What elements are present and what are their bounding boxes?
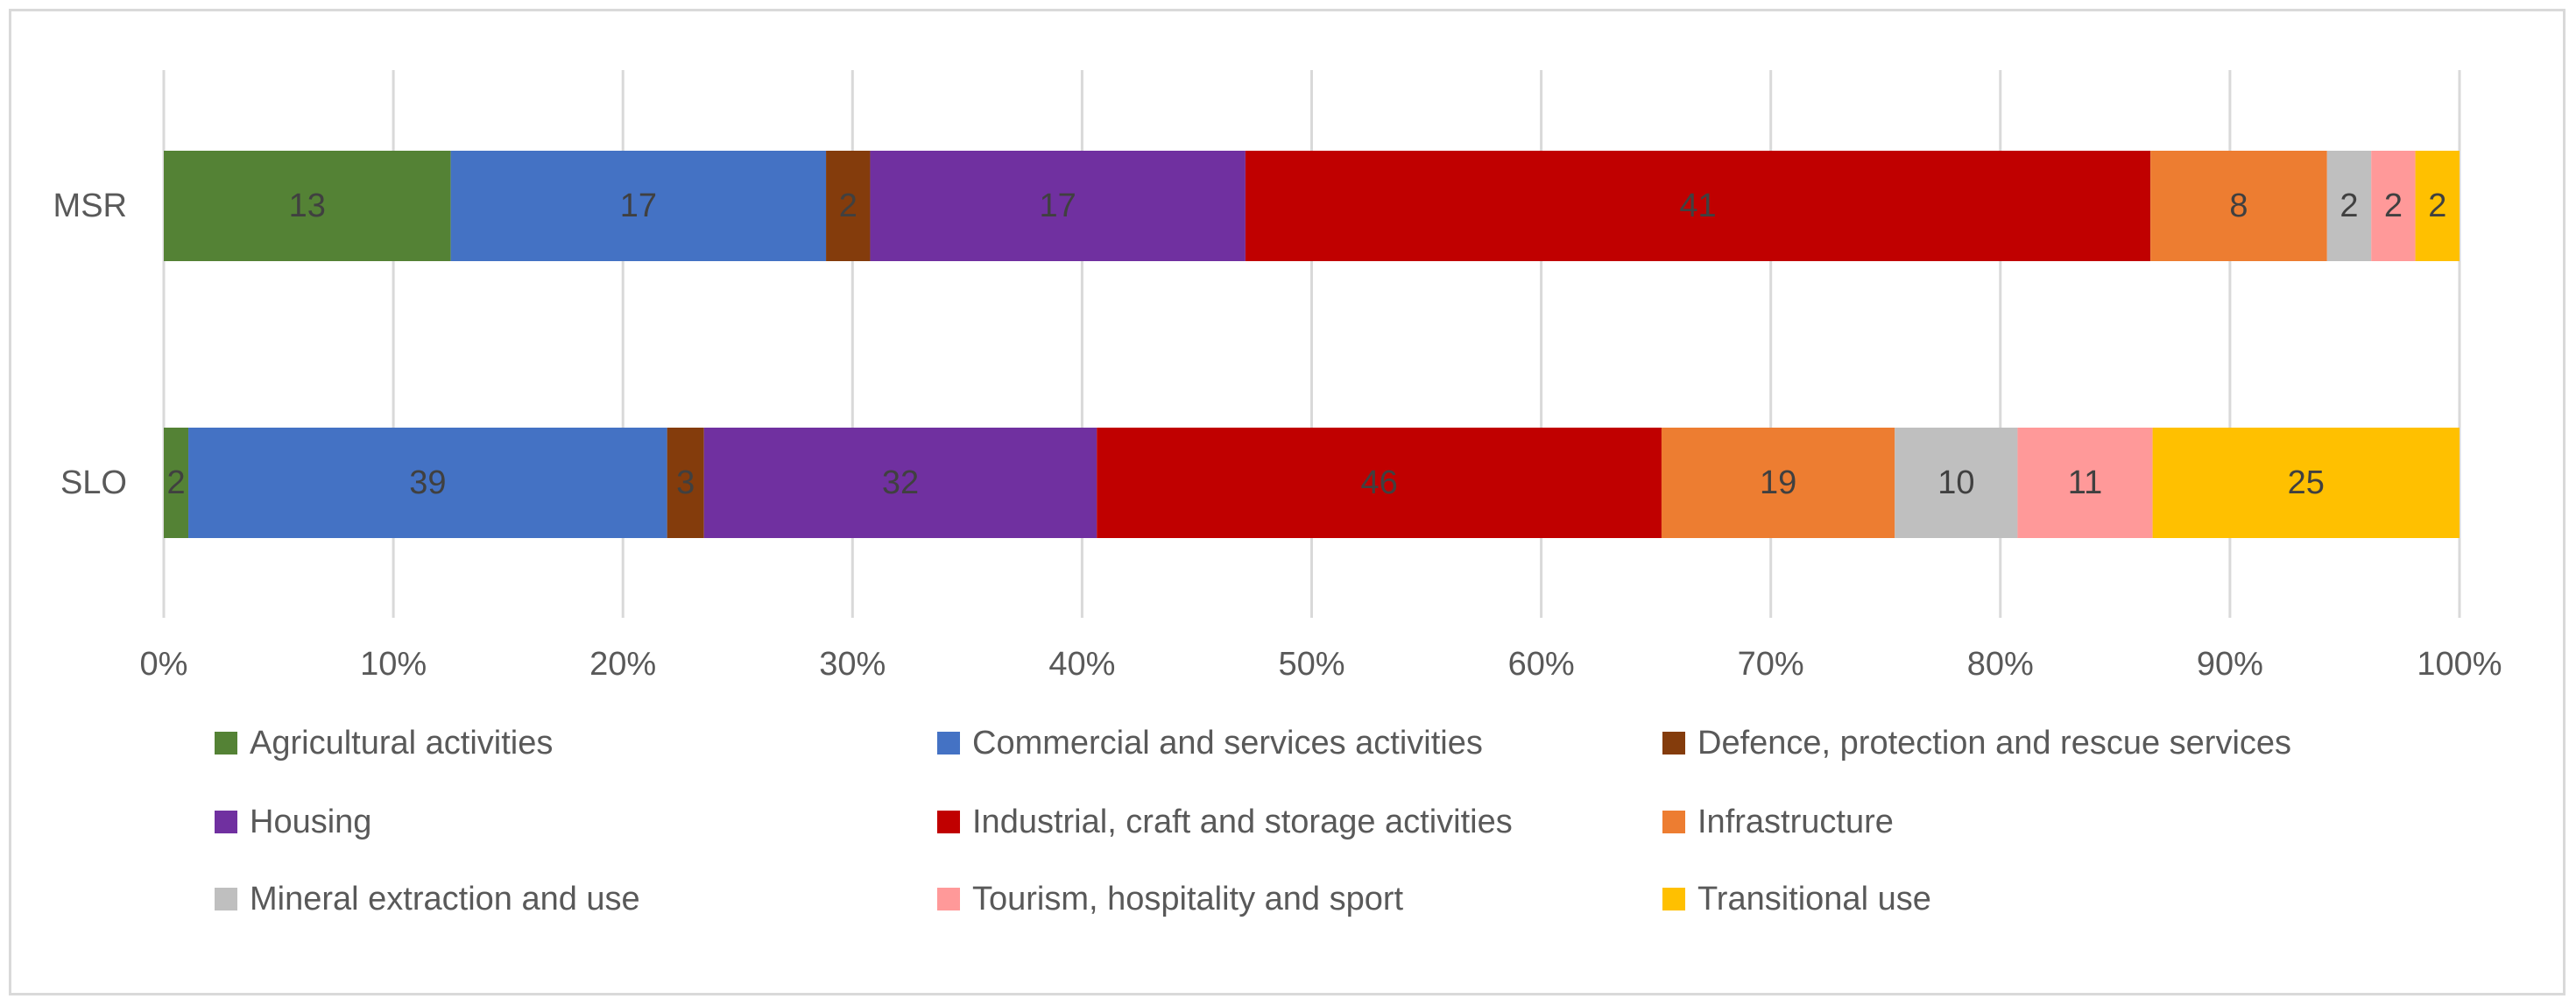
data-label: 13 [289, 188, 326, 224]
data-label: 2 [839, 188, 857, 224]
x-tick-label: 20% [589, 646, 656, 683]
bar-segment [2017, 428, 2153, 538]
bar-segment [164, 151, 451, 261]
x-tick-label: 40% [1048, 646, 1115, 683]
bar-segment [826, 151, 871, 261]
bar-segment [164, 428, 189, 538]
bar-segment [1661, 428, 1895, 538]
data-label: 11 [2068, 464, 2102, 501]
data-label: 25 [2288, 464, 2325, 501]
data-label: 39 [409, 464, 446, 501]
data-label: 19 [1760, 464, 1796, 501]
bar-segment [2150, 151, 2327, 261]
data-label: 41 [1679, 188, 1716, 224]
bar-segment [667, 428, 704, 538]
data-label: 2 [2384, 188, 2403, 224]
bar-segment [2326, 151, 2372, 261]
bar-segment [1895, 428, 2018, 538]
x-tick-label: 50% [1278, 646, 1344, 683]
data-label: 10 [1937, 464, 1974, 501]
x-tick-label: 30% [819, 646, 886, 683]
bar-segment [2152, 428, 2460, 538]
category-label: MSR [53, 188, 127, 224]
bar-segment [1245, 151, 2151, 261]
category-label: SLO [60, 464, 127, 501]
x-tick-label: 90% [2197, 646, 2263, 683]
data-label: 3 [676, 464, 695, 501]
bar-segment [450, 151, 827, 261]
data-label: 32 [882, 464, 919, 501]
data-label: 17 [1040, 188, 1076, 224]
bar-segment [1097, 428, 1662, 538]
data-label: 8 [2229, 188, 2248, 224]
bar-segment [703, 428, 1097, 538]
x-tick-label: 0% [140, 646, 188, 683]
bar-segment [2371, 151, 2416, 261]
x-tick-label: 70% [1738, 646, 1804, 683]
bar-segment [188, 428, 667, 538]
data-label: 2 [2340, 188, 2358, 224]
data-label: 2 [2428, 188, 2446, 224]
x-tick-label: 80% [1967, 646, 2034, 683]
data-label: 2 [166, 464, 185, 501]
bar-segment [2415, 151, 2460, 261]
x-tick-label: 100% [2417, 646, 2502, 683]
x-tick-label: 60% [1508, 646, 1575, 683]
data-label: 46 [1360, 464, 1397, 501]
x-tick-label: 10% [360, 646, 427, 683]
data-label: 17 [620, 188, 657, 224]
bar-segment [870, 151, 1246, 261]
